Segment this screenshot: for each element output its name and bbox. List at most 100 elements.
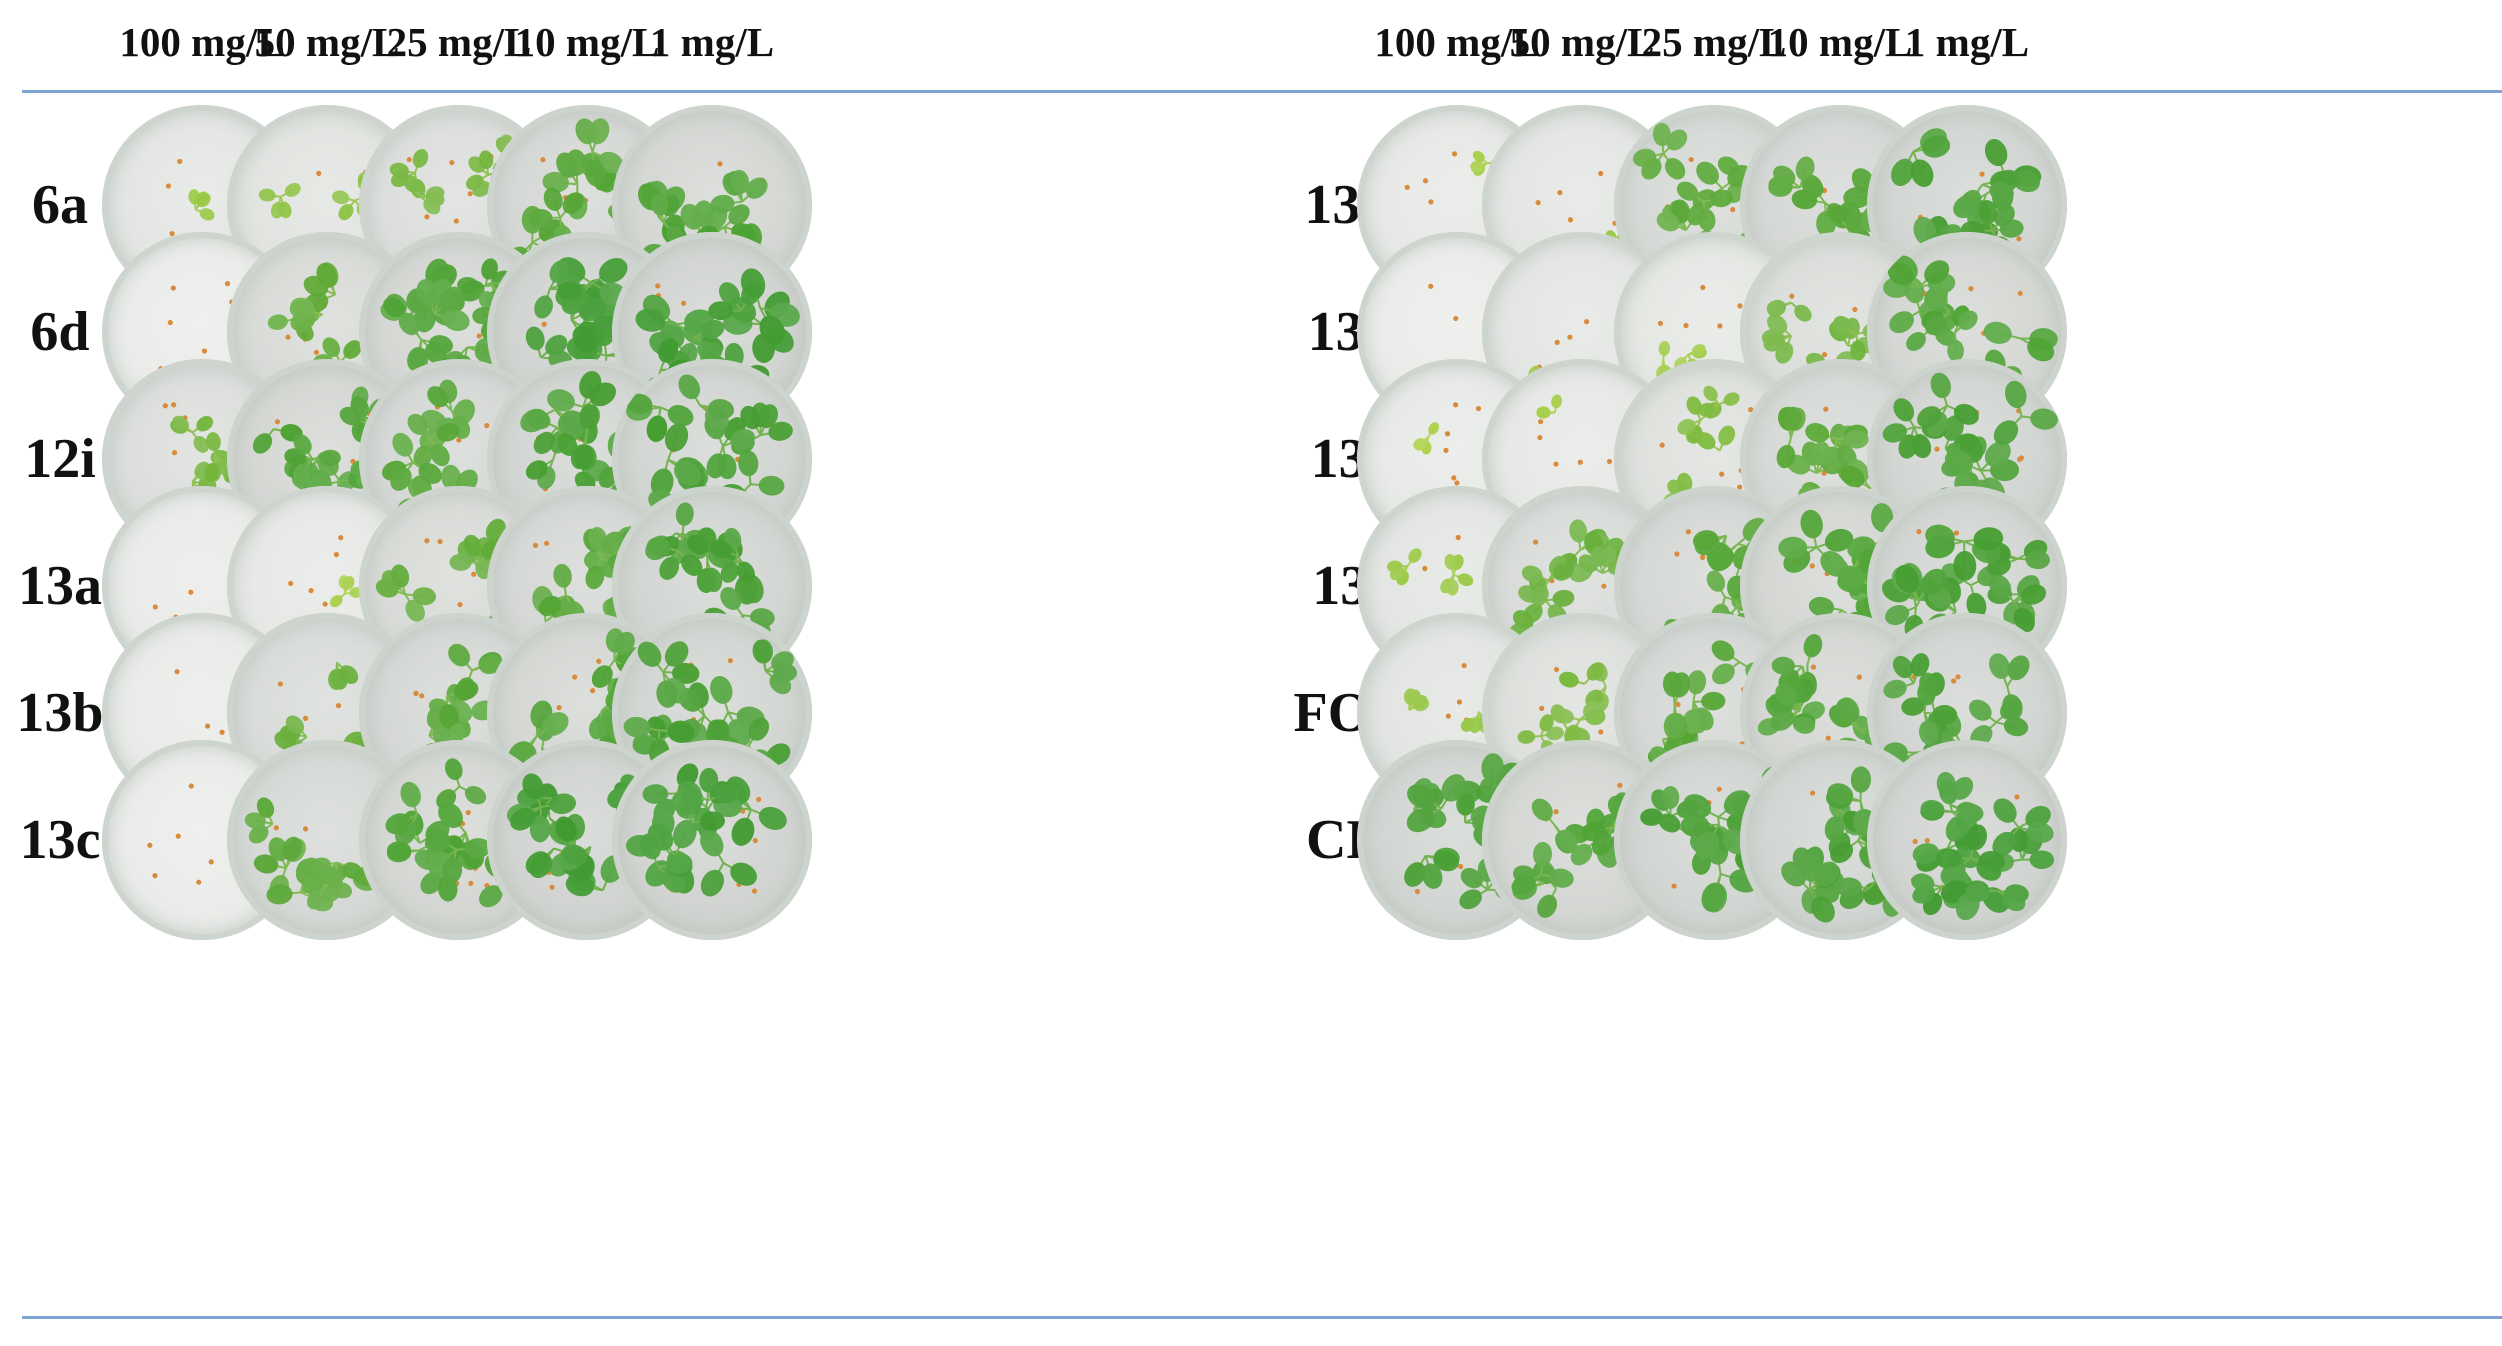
seed: [437, 538, 443, 545]
bottom-rule: [1262, 1316, 2502, 1319]
seed: [465, 809, 471, 816]
seed: [1659, 442, 1665, 448]
seedling: [1413, 422, 1440, 455]
seed: [1916, 529, 1922, 535]
seed: [308, 587, 314, 594]
seed: [302, 715, 309, 721]
seed: [1584, 319, 1590, 325]
seed: [1912, 838, 1918, 845]
seedling: [1920, 780, 1984, 836]
seed: [457, 601, 463, 608]
seedlings: [1386, 534, 1514, 644]
seedlings: [1881, 524, 2050, 640]
seed: [1700, 284, 1706, 291]
seed: [1852, 306, 1858, 313]
seedling: [1985, 539, 2050, 577]
seed: [273, 825, 279, 831]
seedling: [640, 833, 693, 893]
seed: [1535, 200, 1541, 206]
seedlings: [1536, 394, 1613, 504]
compound-label: 6a: [32, 174, 88, 236]
seed: [476, 333, 482, 339]
seed: [572, 674, 578, 680]
seedling: [258, 182, 301, 219]
seed: [147, 842, 153, 848]
seed: [2017, 290, 2023, 296]
seed: [541, 321, 547, 327]
seed: [556, 705, 562, 711]
top-rule: [22, 90, 1262, 93]
seedling: [244, 797, 275, 844]
concentration-label: 50 mg/L: [254, 19, 400, 65]
seedling: [1662, 671, 1691, 739]
seed: [224, 280, 231, 287]
seedling: [375, 564, 437, 622]
seed: [549, 884, 555, 890]
seed: [1557, 190, 1563, 196]
seedling: [1470, 150, 1505, 176]
seed: [1404, 184, 1410, 190]
seed: [196, 879, 202, 885]
seed: [201, 348, 208, 354]
seed: [1532, 539, 1539, 545]
seedling: [575, 118, 624, 187]
seed: [1553, 809, 1559, 815]
seed: [162, 403, 168, 409]
seedling: [1883, 255, 1956, 298]
seedling: [1696, 425, 1736, 452]
seedling: [436, 758, 487, 809]
concentration-label: 10 mg/L: [1767, 19, 1913, 65]
seedling: [1682, 670, 1726, 734]
seed: [1567, 217, 1574, 223]
seedling: [389, 149, 429, 199]
seed: [2016, 236, 2022, 242]
seed: [1719, 471, 1725, 477]
seedling: [425, 827, 491, 884]
seed: [2017, 456, 2023, 462]
seedling: [1656, 199, 1708, 232]
seed: [1934, 446, 1940, 452]
seed: [204, 723, 211, 729]
seed: [468, 880, 474, 886]
seedling: [1559, 662, 1604, 688]
seedling: [1881, 562, 1947, 603]
seed: [540, 157, 546, 163]
seed: [1675, 701, 1681, 708]
seedlings: [1413, 402, 1482, 486]
seed: [1422, 178, 1429, 184]
seed: [1730, 206, 1736, 213]
top-rule: [1262, 90, 2502, 93]
seedling: [1632, 122, 1688, 180]
seedling: [310, 857, 363, 890]
seed: [177, 158, 183, 165]
seedlings: [1509, 519, 1632, 659]
seedling: [1511, 841, 1574, 895]
seed: [1789, 293, 1795, 299]
seed: [302, 826, 309, 832]
concentration-header: 100 mg/L 50 mg/L 25 mg/L 10 mg/L 1 mg/L: [1262, 18, 2502, 78]
seed: [152, 604, 158, 610]
seedling: [289, 297, 323, 332]
seedling: [650, 423, 705, 498]
seed: [313, 349, 320, 355]
seed: [467, 191, 473, 197]
seed: [1577, 459, 1583, 465]
concentration-label: 10 mg/L: [514, 19, 660, 65]
seedling: [1766, 299, 1812, 322]
seed: [175, 833, 181, 839]
seed: [171, 450, 178, 456]
compound-label: 12i: [24, 428, 96, 490]
seed: [532, 542, 539, 548]
seed: [1414, 888, 1421, 895]
seed: [288, 580, 294, 587]
seedlings: [147, 783, 214, 885]
seedling: [534, 260, 582, 319]
seedling: [626, 393, 694, 442]
seed: [1823, 406, 1829, 412]
seedling: [525, 844, 588, 879]
right-panel: 100 mg/L 50 mg/L 25 mg/L 10 mg/L 1 mg/L 13d 13…: [1262, 0, 2502, 1346]
seed: [333, 552, 339, 558]
seed: [335, 703, 342, 709]
seedling: [1964, 880, 2029, 912]
seedling: [506, 773, 577, 843]
